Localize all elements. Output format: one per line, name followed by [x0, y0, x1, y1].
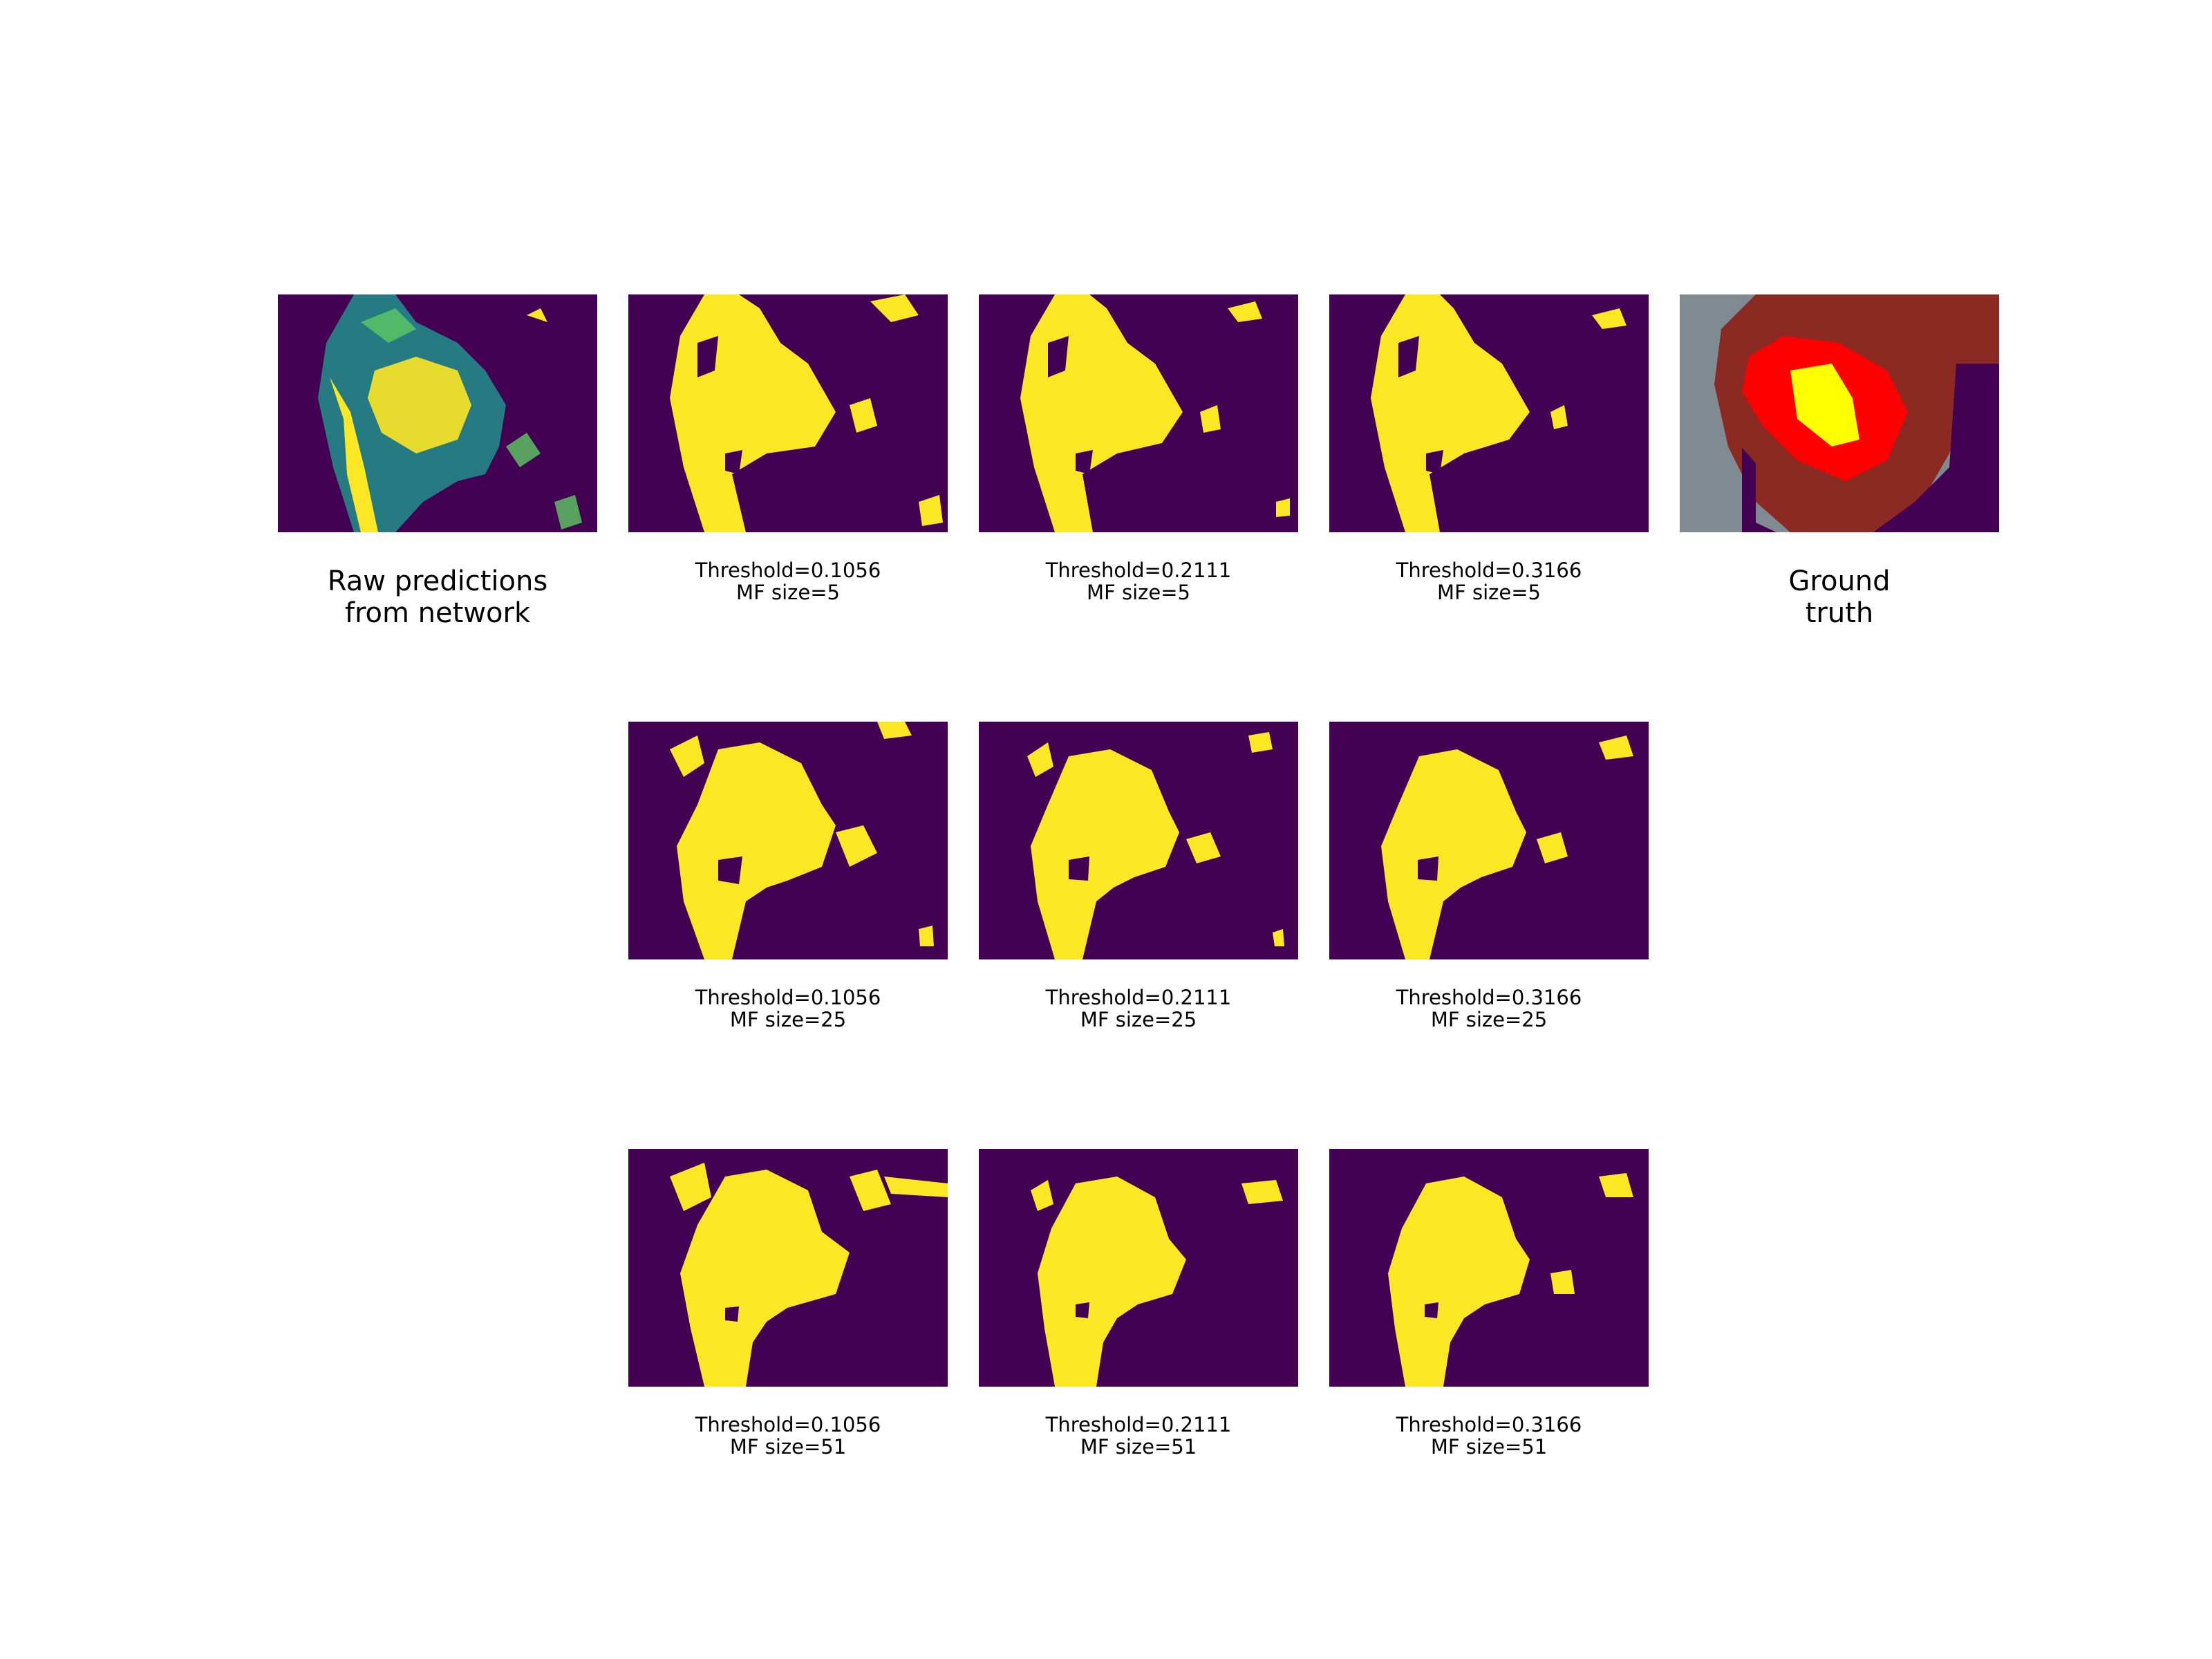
caption-r2-c3: Threshold=0.3166 MF size=25	[1329, 986, 1649, 1031]
caption-mf-size: MF size=51	[1080, 1434, 1197, 1459]
raw-predictions-image	[278, 294, 597, 532]
raw-predictions-caption: Raw predictions from network	[278, 565, 597, 629]
caption-mf-size: MF size=5	[736, 580, 840, 604]
caption-mf-size: MF size=5	[1437, 580, 1541, 604]
caption-r1-c1: Threshold=0.1056 MF size=5	[628, 559, 948, 604]
caption-r2-c2: Threshold=0.2111 MF size=25	[979, 986, 1298, 1031]
caption-threshold: Threshold=0.1056	[695, 559, 881, 582]
caption-r3-c1: Threshold=0.1056 MF size=51	[628, 1414, 948, 1459]
caption-mf-size: MF size=25	[1430, 1007, 1548, 1031]
raw-caption-line1: Raw predictions	[327, 565, 548, 597]
caption-r2-c1: Threshold=0.1056 MF size=25	[628, 986, 948, 1031]
mask-panel-r3-c1	[628, 1149, 948, 1387]
caption-mf-size: MF size=25	[1080, 1007, 1197, 1031]
caption-r1-c3: Threshold=0.3166 MF size=5	[1329, 559, 1649, 604]
caption-threshold: Threshold=0.1056	[695, 1413, 881, 1436]
caption-threshold: Threshold=0.3166	[1396, 1413, 1582, 1436]
mask-panel-r2-c3	[1329, 722, 1649, 959]
gt-caption-line1: Ground	[1788, 565, 1891, 597]
caption-threshold: Threshold=0.1056	[695, 986, 881, 1009]
caption-threshold: Threshold=0.2111	[1045, 559, 1232, 582]
caption-r3-c3: Threshold=0.3166 MF size=51	[1329, 1414, 1649, 1459]
caption-threshold: Threshold=0.2111	[1045, 986, 1232, 1009]
caption-threshold: Threshold=0.3166	[1396, 986, 1582, 1009]
ground-truth-caption: Ground truth	[1680, 565, 1999, 629]
mask-panel-r1-c3	[1329, 294, 1649, 532]
caption-threshold: Threshold=0.2111	[1045, 1413, 1232, 1436]
mask-panel-r3-c3	[1329, 1149, 1649, 1387]
caption-r1-c2: Threshold=0.2111 MF size=5	[979, 559, 1298, 604]
caption-threshold: Threshold=0.3166	[1396, 559, 1582, 582]
gt-caption-line2: truth	[1805, 597, 1874, 629]
mask-panel-r3-c2	[979, 1149, 1298, 1387]
mask-panel-r2-c1	[628, 722, 948, 959]
raw-caption-line2: from network	[344, 597, 531, 629]
mask-panel-r1-c2	[979, 294, 1298, 532]
mask-panel-r2-c2	[979, 722, 1298, 959]
caption-mf-size: MF size=25	[729, 1007, 847, 1031]
caption-mf-size: MF size=51	[1430, 1434, 1548, 1459]
caption-r3-c2: Threshold=0.2111 MF size=51	[979, 1414, 1298, 1459]
caption-mf-size: MF size=51	[729, 1434, 847, 1459]
ground-truth-image	[1680, 294, 1999, 532]
mask-panel-r1-c1	[628, 294, 948, 532]
caption-mf-size: MF size=5	[1087, 580, 1190, 604]
